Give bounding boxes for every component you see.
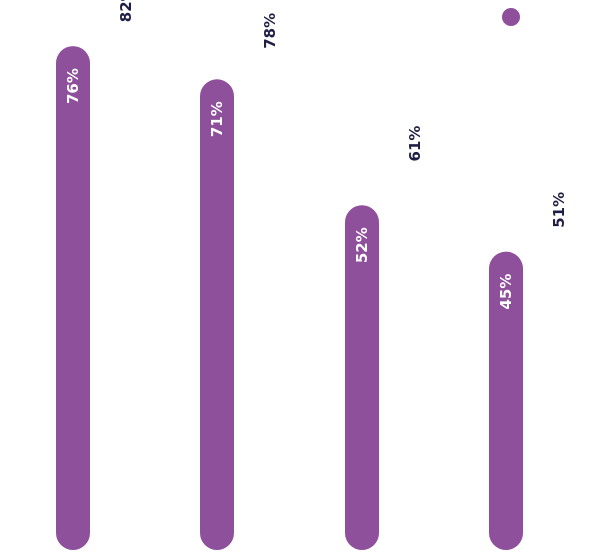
bar-1	[56, 46, 90, 551]
bar-value-label-1: 76%	[64, 68, 82, 104]
bar-4	[489, 251, 523, 550]
bar-value-label-2: 71%	[208, 101, 226, 137]
comparison-value-label-2: 78%	[261, 13, 279, 49]
bar-value-labels: 76% 71% 52% 45%	[64, 68, 515, 309]
legend-marker	[502, 8, 520, 26]
bar-group	[56, 46, 523, 551]
comparison-value-label-3: 61%	[406, 126, 424, 162]
comparison-value-label-1: 82%	[117, 0, 135, 22]
bar-value-label-3: 52%	[353, 227, 371, 263]
bar-3	[345, 205, 379, 551]
comparison-value-label-4: 51%	[550, 192, 568, 228]
comparison-value-labels: 82% 78% 61% 51%	[117, 0, 568, 228]
bar-2	[200, 79, 234, 551]
bar-value-label-4: 45%	[497, 274, 515, 310]
